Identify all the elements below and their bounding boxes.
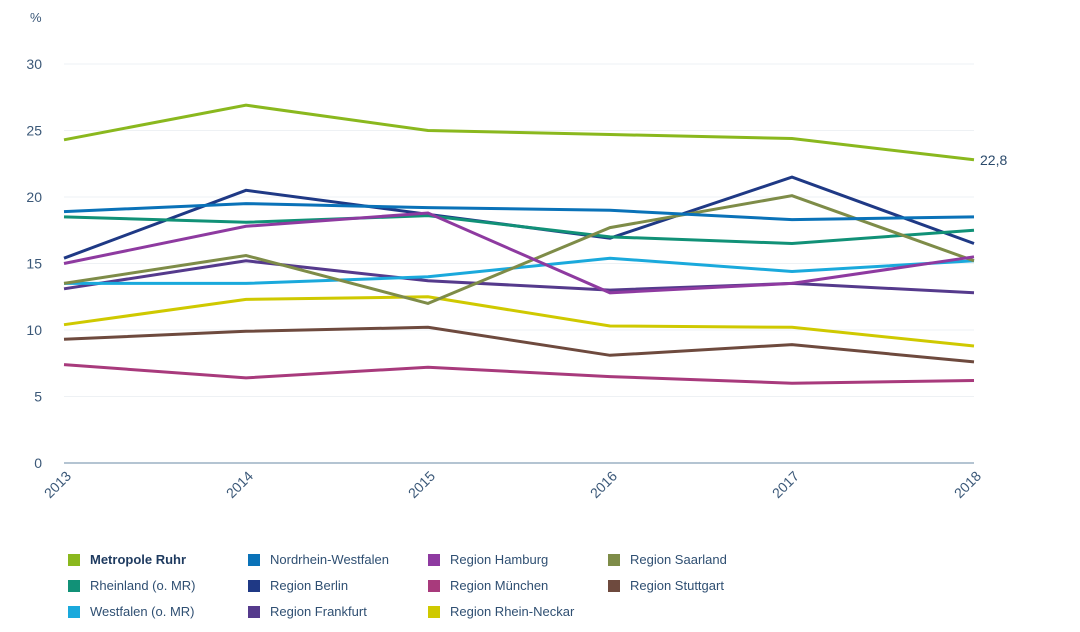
legend-item: Region München [428, 578, 548, 593]
legend-item: Region Rhein-Neckar [428, 604, 574, 619]
legend-swatch [428, 605, 440, 618]
legend-swatch [248, 605, 260, 618]
x-tick-label: 2013 [41, 468, 74, 501]
x-tick-label: 2018 [951, 468, 984, 501]
legend-item: Region Saarland [608, 552, 727, 567]
series-line-metropole-ruhr [63, 103, 975, 162]
gridlines [64, 63, 974, 397]
legend-swatch [608, 579, 620, 592]
x-tick-label: 2016 [587, 468, 620, 501]
legend-swatch [608, 553, 620, 566]
y-tick-label: 30 [26, 56, 42, 72]
legend-label: Region Frankfurt [270, 604, 367, 619]
legend-label: Region München [450, 578, 549, 593]
y-tick-label: 15 [26, 256, 42, 272]
legend-swatch [68, 605, 80, 618]
x-tick-label: 2017 [769, 468, 802, 501]
y-axis-unit-label: % [30, 10, 42, 25]
series-line-region-rhein-neckar [63, 295, 975, 348]
series-line-rheinland-o-mr [63, 214, 975, 246]
legend-swatch [248, 579, 260, 592]
legend-label: Westfalen (o. MR) [90, 604, 195, 619]
legend-swatch [428, 553, 440, 566]
legend-item: Westfalen (o. MR) [68, 604, 195, 619]
legend-label: Region Berlin [270, 578, 349, 593]
series-lines [63, 103, 975, 385]
legend-item: Rheinland (o. MR) [68, 578, 196, 593]
series-line-westfalen-o-mr [64, 256, 975, 285]
y-tick-label: 0 [34, 455, 42, 471]
legend-label: Region Stuttgart [630, 578, 724, 593]
series-line-nordrhein-westfalen [63, 202, 975, 222]
legend-item: Region Stuttgart [608, 578, 724, 593]
y-tick-label: 5 [34, 389, 42, 405]
legend-label: Metropole Ruhr [90, 552, 187, 567]
series-line-region-frankfurt [63, 259, 975, 295]
series-line-region-saarland [63, 194, 975, 305]
end-value-label: 22,8 [980, 152, 1007, 168]
legend-label: Region Hamburg [450, 552, 549, 567]
legend-swatch [428, 579, 440, 592]
legend-swatch [68, 579, 80, 592]
legend-item: Metropole Ruhr [68, 552, 186, 567]
series-line-region-m-nchen [63, 363, 975, 385]
legend-item: Nordrhein-Westfalen [248, 552, 389, 567]
y-tick-label: 25 [26, 123, 42, 139]
legend-swatch [248, 553, 260, 566]
y-tick-label: 20 [26, 189, 42, 205]
line-chart: % 0 5 10 15 20 25 30 2013 2014 2015 2016 2017 2018 22… [26, 10, 1007, 501]
legend-label: Rheinland (o. MR) [90, 578, 196, 593]
legend-label: Region Rhein-Neckar [450, 604, 575, 619]
axes: % 0 5 10 15 20 25 30 2013 2014 2015 2016 2017 2018 [26, 10, 984, 501]
x-tick-label: 2015 [405, 468, 438, 501]
legend-item: Region Berlin [248, 578, 348, 593]
legend-label: Region Saarland [630, 552, 727, 567]
legend-item: Region Frankfurt [248, 604, 367, 619]
series-line-region-hamburg [63, 211, 975, 295]
series-line-region-stuttgart [63, 325, 975, 364]
legend-label: Nordrhein-Westfalen [270, 552, 389, 567]
x-tick-label: 2014 [223, 468, 256, 501]
legend-swatch [68, 553, 80, 566]
legend-item: Region Hamburg [428, 552, 548, 567]
annotations: 22,8 [980, 152, 1007, 168]
y-tick-label: 10 [26, 322, 42, 338]
